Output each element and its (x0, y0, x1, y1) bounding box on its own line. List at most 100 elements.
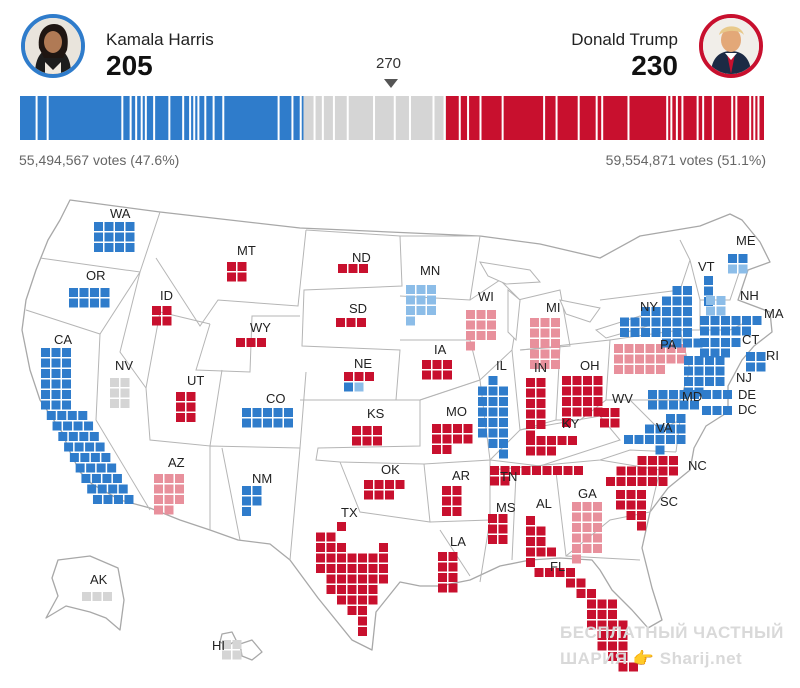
ev-square-ma (721, 316, 730, 325)
ev-bar-divider (577, 96, 580, 140)
ev-square-nv (110, 378, 119, 387)
ev-square-ma (742, 316, 751, 325)
ev-square-il (488, 376, 498, 385)
state-label-az: AZ (168, 455, 185, 470)
ev-square-pa (666, 344, 676, 353)
ev-bar-divider (321, 96, 324, 140)
ev-square-wa (104, 222, 114, 231)
ev-square-mi (551, 349, 560, 359)
ev-square-wi (476, 310, 486, 319)
ev-bar-divider (458, 96, 461, 140)
ev-square-ny (641, 317, 650, 327)
ev-square-va (676, 414, 686, 423)
ev-square-mo (432, 424, 441, 433)
ev-bar-divider (313, 96, 316, 140)
ev-square-va (634, 435, 644, 444)
ev-bar-divider (291, 96, 294, 140)
ev-square-pa (677, 354, 686, 364)
ev-square-ct (710, 338, 720, 347)
ev-square-ny (672, 286, 682, 295)
state-label-pa: PA (660, 337, 677, 352)
ev-square-pa (677, 344, 686, 353)
state-label-or: OR (86, 268, 106, 283)
ev-square-ma (731, 326, 741, 336)
ev-square-tx (379, 574, 388, 584)
state-label-co: CO (266, 391, 286, 406)
ev-square-oh (572, 376, 582, 385)
ev-square-tx (358, 585, 367, 594)
ev-bar-divider (666, 96, 669, 140)
state-label-mi: MI (546, 300, 560, 315)
ev-square-oh (583, 376, 592, 385)
state-label-in: IN (534, 360, 547, 375)
ev-square-ca (62, 369, 71, 378)
rep-popular-vote: 59,554,871 votes (51.1%) (605, 152, 766, 168)
ev-square-or (90, 288, 99, 297)
ev-square-nc (637, 477, 647, 486)
state-label-id: ID (160, 288, 173, 303)
ev-square-nm (242, 496, 251, 506)
ev-square-ca (62, 348, 71, 357)
ev-bar-rep (445, 96, 764, 140)
ev-square-ca (73, 421, 83, 431)
ev-square-ca (51, 348, 61, 357)
ev-square-ms (498, 535, 508, 544)
state-label-hi: HI (212, 638, 225, 653)
ev-square-wa (94, 232, 103, 242)
state-label-wv: WV (612, 391, 633, 406)
ev-square-il (499, 449, 508, 459)
ev-square-nc (637, 466, 647, 476)
ev-square-fl (576, 578, 586, 588)
state-label-dc: DC (738, 402, 757, 417)
ev-square-tx (337, 574, 346, 584)
ev-square-tx (337, 585, 346, 594)
ev-bar-divider (393, 96, 396, 140)
electoral-vote-bar (20, 96, 764, 140)
ev-square-ny (683, 286, 692, 295)
ev-bar-divider (204, 96, 207, 140)
ev-square-md (679, 390, 689, 399)
ev-square-tx (347, 553, 357, 563)
state-label-wi: WI (478, 289, 494, 304)
ev-square-ga (593, 512, 602, 522)
ev-square-ny (683, 328, 692, 337)
ev-square-vt (704, 286, 713, 296)
ev-square-fl (608, 641, 617, 651)
ev-square-oh (583, 397, 592, 406)
ev-square-fl (618, 631, 628, 640)
ev-square-nh (716, 296, 726, 305)
ev-square-tx (326, 532, 336, 542)
ev-square-ia (432, 360, 442, 369)
state-label-nj: NJ (736, 370, 752, 385)
ev-square-nc (648, 477, 657, 486)
ev-square-ct (731, 338, 741, 347)
ev-square-ca (57, 411, 67, 420)
ev-square-ga (582, 523, 592, 532)
ev-square-az (154, 484, 163, 494)
ev-square-ca (62, 400, 71, 410)
ev-bar-dem (20, 96, 304, 140)
ev-square-fl (608, 631, 617, 640)
ev-square-mt (237, 272, 247, 282)
ev-square-fl (608, 652, 617, 661)
ev-square-me (738, 254, 748, 263)
ev-square-me (738, 264, 748, 274)
ev-square-me (728, 254, 737, 263)
ev-square-nc (616, 466, 626, 476)
ev-square-ri (746, 362, 755, 372)
ev-square-mi (540, 349, 550, 359)
ev-square-ma (742, 326, 751, 336)
ev-bar-divider (501, 96, 504, 140)
ev-square-mi (540, 318, 550, 327)
ev-square-ak (103, 592, 112, 601)
ev-bar-divider (46, 96, 49, 140)
ev-square-tx (326, 564, 336, 573)
ev-square-ny (662, 328, 671, 337)
dem-electoral-votes: 205 (106, 50, 153, 81)
ev-square-ga (582, 544, 592, 553)
ev-square-il (488, 428, 498, 438)
ev-square-mi (540, 328, 550, 338)
ev-square-tx (368, 595, 378, 605)
ev-square-al (526, 558, 535, 567)
ev-square-fl (629, 662, 638, 672)
